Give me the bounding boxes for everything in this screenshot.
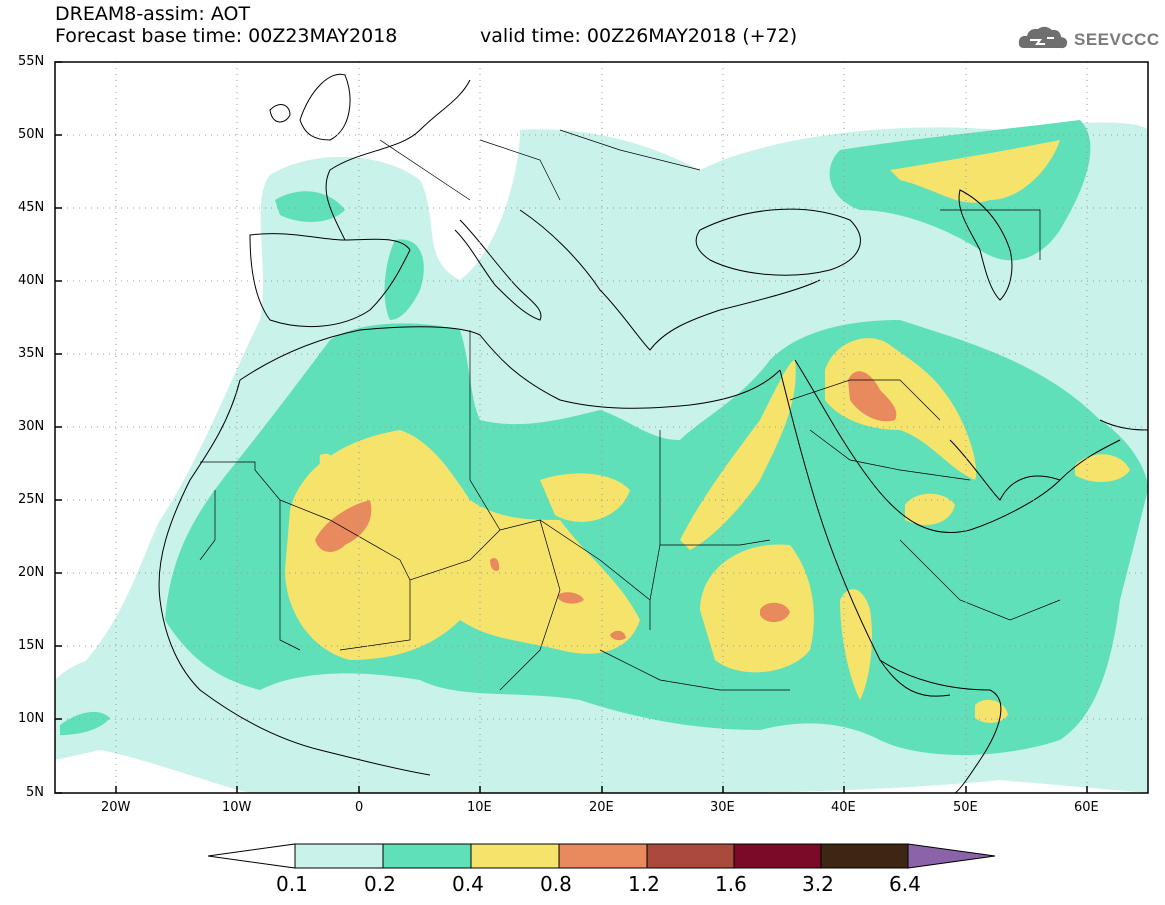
lat-label-45n: 45N [18,200,45,215]
colorbar-tick-3: 0.8 [540,872,572,896]
aot-band-0.4-red-sea [680,360,796,550]
lat-label-10n: 10N [18,711,45,726]
aot-band-0.1-sw-plume [55,658,120,730]
aot-field [55,120,1148,793]
lat-label-40n: 40N [18,273,45,288]
country-borders [199,129,1061,691]
aot-band-0.4-eritrea [840,589,872,700]
colorbar-swatch-0 [294,843,384,869]
colorbar-swatch-6 [820,843,909,869]
lon-label-10w: 10W [222,800,252,815]
valid-time: valid time: 00Z26MAY2018 (+72) [480,25,798,47]
lon-label-20w: 20W [101,800,131,815]
lon-label-10e: 10E [467,800,492,815]
colorbar [207,843,996,869]
logo-text: SEEVCCC [1074,30,1160,49]
aot-band-0.4-saudi [905,493,955,525]
colorbar-low-arrow [207,843,296,869]
seevccc-logo: SEEVCCC [1016,22,1159,56]
coastlines [158,73,1148,793]
aot-band-0.4-mali [319,453,337,477]
lat-label-20n: 20N [18,565,45,580]
aot-band-0.8-chad-core [558,592,584,604]
forecast-base-time: Forecast base time: 00Z23MAY2018 [55,25,398,47]
aot-band-0.2-west-africa [60,711,110,735]
lat-label-5n: 5N [26,785,44,800]
aot-band-0.4-kazakhstan [890,140,1060,203]
aot-band-0.8-algeria-core [315,500,372,552]
lat-label-30n: 30N [18,419,45,434]
colorbar-tick-4: 1.2 [628,872,660,896]
lon-label-50e: 50E [953,800,978,815]
colorbar-tick-5: 1.6 [715,872,747,896]
aot-band-0.4-gulf [1075,454,1130,482]
lat-label-15n: 15N [18,638,45,653]
lon-label-60e: 60E [1074,800,1099,815]
colorbar-swatch-2 [470,843,560,869]
aot-band-0.8-niger-core [490,558,500,571]
lat-label-25n: 25N [18,492,45,507]
colorbar-high-arrow [907,843,996,869]
chart-title: DREAM8-assim: AOT [55,3,251,25]
lon-label-30e: 30E [710,800,735,815]
lat-label-55n: 55N [18,54,45,69]
colorbar-swatch-5 [733,843,822,869]
colorbar-tick-7: 6.4 [889,872,921,896]
aot-band-0.4-algeria [540,473,630,522]
lat-label-50n: 50N [18,127,45,142]
aot-band-0.8-sudan-core [760,602,790,623]
aot-band-0.8-chad-core-2 [610,630,626,641]
colorbar-swatch-1 [382,843,472,869]
axis-ticks [55,61,1088,794]
colorbar-tick-1: 0.2 [364,872,396,896]
colorbar-swatch-4 [646,843,735,869]
lon-label-20e: 20E [589,800,614,815]
lon-label-40e: 40E [831,800,856,815]
colorbar-tick-2: 0.4 [452,872,484,896]
graticule [55,62,1148,793]
colorbar-swatch-3 [558,843,648,869]
aot-band-0.8-iraq-core [848,371,897,422]
colorbar-tick-6: 3.2 [802,872,834,896]
colorbar-tick-0: 0.1 [276,872,308,896]
cloud-logo-icon [1018,26,1068,49]
aot-band-0.2-iberia [384,239,424,320]
lon-label-0: 0 [355,800,364,815]
aot-band-0.4-sahara [285,430,640,660]
aot-band-0.4-sudan [700,544,814,673]
lat-label-35n: 35N [18,346,45,361]
